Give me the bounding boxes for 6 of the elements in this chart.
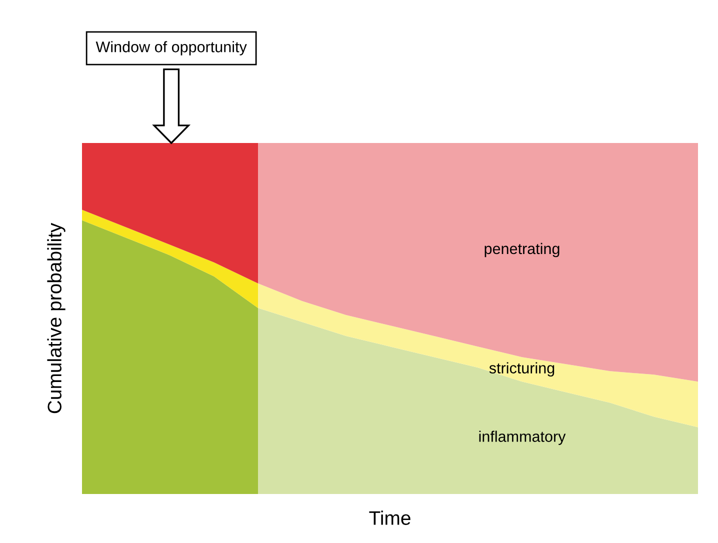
series-label: penetrating bbox=[484, 242, 560, 258]
y-axis-title: Cumulative probability bbox=[47, 222, 66, 414]
text: Window of opportunity bbox=[96, 41, 247, 56]
series-label: stricturing bbox=[489, 362, 554, 377]
series-label: inflammatory bbox=[479, 430, 566, 445]
x-axis-title: Time bbox=[369, 510, 410, 525]
